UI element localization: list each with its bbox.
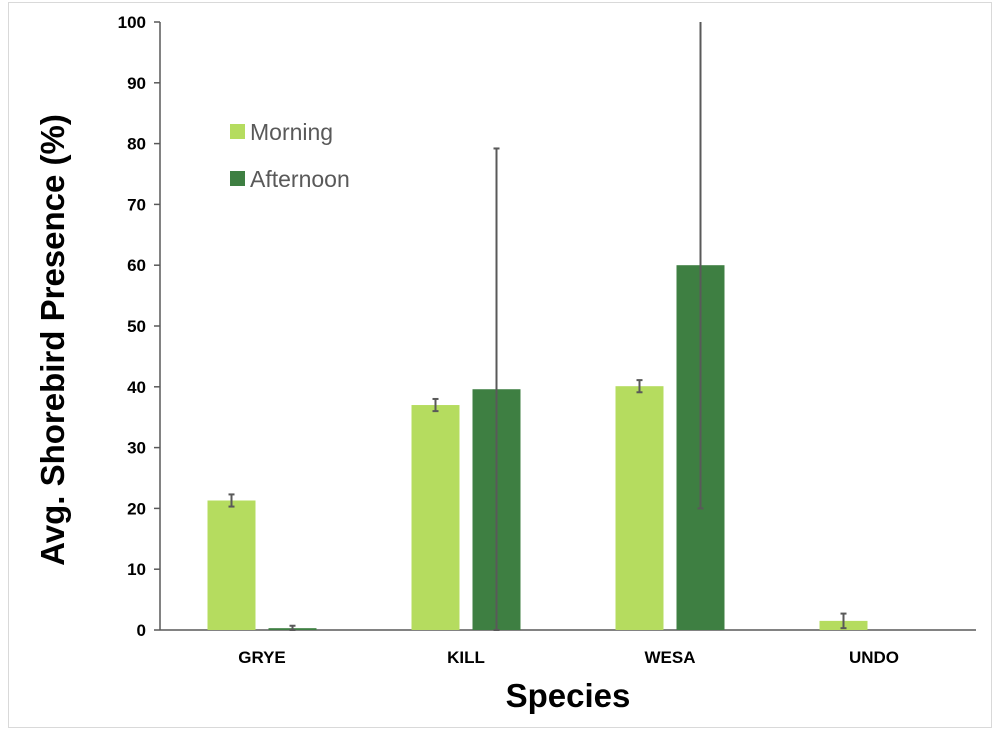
legend-swatch-afternoon <box>230 171 245 186</box>
x-category-label: GRYE <box>238 648 286 667</box>
y-tick-label: 100 <box>118 13 146 32</box>
y-tick-label: 10 <box>127 560 146 579</box>
y-tick-label: 50 <box>127 317 146 336</box>
legend: Morning Afternoon <box>230 119 350 192</box>
y-tick-label: 20 <box>127 499 146 518</box>
x-category-label: WESA <box>645 648 696 667</box>
chart-frame <box>8 2 992 728</box>
x-category-label: KILL <box>447 648 485 667</box>
y-tick-label: 60 <box>127 256 146 275</box>
y-tick-label: 30 <box>127 439 146 458</box>
x-category-labels: GRYE KILL WESA UNDO <box>238 648 899 667</box>
bar-morning-wesa <box>615 386 664 630</box>
y-tick-label: 40 <box>127 378 146 397</box>
axes <box>159 22 976 631</box>
x-axis-title: Species <box>506 677 631 714</box>
legend-label-morning: Morning <box>250 119 333 145</box>
y-ticks: 0 10 20 30 40 50 60 70 80 90 100 <box>118 13 160 640</box>
bars <box>207 265 868 630</box>
y-tick-label: 80 <box>127 135 146 154</box>
error-bars <box>228 22 847 631</box>
legend-label-afternoon: Afternoon <box>250 166 350 192</box>
y-tick-label: 70 <box>127 195 146 214</box>
y-tick-label: 0 <box>137 621 146 640</box>
bar-morning-grye <box>207 500 256 630</box>
y-tick-label: 90 <box>127 74 146 93</box>
legend-swatch-morning <box>230 124 245 139</box>
x-category-label: UNDO <box>849 648 899 667</box>
bar-morning-kill <box>411 405 460 630</box>
y-axis-title: Avg. Shorebird Presence (%) <box>34 114 71 566</box>
